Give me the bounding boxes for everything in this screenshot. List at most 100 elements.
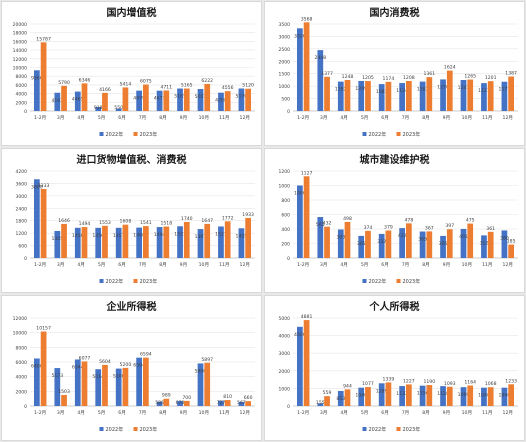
data-label: 4711 [160, 85, 172, 91]
y-tick-label: 1000 [279, 84, 291, 90]
data-label: 374 [364, 225, 373, 231]
y-tick-label: 18000 [13, 31, 27, 37]
bar-2023 [303, 176, 310, 258]
bar-2023 [40, 331, 47, 406]
data-label: 660 [244, 395, 253, 401]
bar-2022 [218, 92, 224, 111]
data-label: 1247 [458, 85, 470, 91]
bar-2022 [177, 401, 183, 406]
x-tick-label: 12月 [240, 410, 250, 416]
data-label: 1608 [120, 219, 132, 225]
bar-2023 [163, 90, 170, 111]
bar-2023 [224, 91, 231, 111]
data-label: 1494 [154, 232, 166, 238]
legend-label: 2022年 [106, 278, 124, 285]
bar-2023 [467, 223, 474, 258]
bar-2023 [245, 88, 251, 111]
data-label: 1646 [58, 218, 70, 224]
y-tick-label: 1200 [16, 231, 28, 237]
y-tick-label: 10000 [13, 331, 27, 337]
x-tick-label: 12月 [503, 410, 513, 416]
data-label: 1233 [505, 378, 517, 384]
bar-2023 [102, 364, 108, 406]
data-label: 3326 [294, 33, 306, 39]
bar-2022 [297, 326, 303, 406]
x-tick-label: 3月 [320, 115, 328, 121]
y-tick-label: 1000 [279, 386, 291, 392]
data-label: 15787 [36, 36, 51, 42]
bar-2022 [358, 80, 365, 111]
x-tick-label: 11月 [219, 115, 229, 121]
y-tick-label: 8000 [16, 345, 28, 351]
y-tick-label: 3000 [279, 34, 291, 40]
data-label: 1503 [58, 389, 70, 395]
y-tick-label: 0 [24, 404, 27, 410]
x-tick-label: 10月 [199, 115, 209, 121]
y-tick-label: 12000 [13, 316, 27, 322]
data-label: 3568 [301, 16, 313, 22]
data-label: 700 [182, 395, 191, 401]
x-tick-label: 11月 [482, 262, 492, 268]
data-label: 6594 [140, 352, 152, 358]
data-label: 6480 [31, 363, 43, 369]
data-label: 5170 [236, 94, 248, 100]
data-label: 1000 [294, 191, 306, 197]
y-tick-label: 400 [281, 227, 290, 233]
bar-2023 [183, 400, 190, 406]
x-tick-label: 5月 [361, 410, 369, 416]
y-tick-label: 0 [287, 109, 290, 115]
data-label: 1624 [444, 65, 456, 71]
x-tick-label: 10月 [199, 262, 209, 268]
x-tick-label: 6月 [381, 115, 389, 121]
data-label: 1040 [355, 393, 367, 399]
data-label: 4193 [51, 98, 63, 104]
data-label: 1531 [174, 231, 186, 237]
y-tick-label: 12000 [13, 57, 27, 63]
bar-2022 [358, 387, 365, 406]
y-tick-label: 1000 [279, 184, 291, 190]
x-tick-label: 11月 [219, 410, 229, 416]
x-tick-label: 11月 [482, 410, 492, 416]
bar-2022 [337, 81, 344, 111]
data-label: 432 [323, 221, 332, 227]
x-tick-label: 5月 [98, 262, 106, 268]
legend-label: 2022年 [106, 131, 124, 138]
bar-2022 [481, 235, 487, 258]
chart-svg: 国内增值税 0 2000 4000 6000 8000 10000 12000 14000 160… [13, 6, 255, 138]
bar-2022 [378, 84, 385, 111]
bar-2022 [419, 231, 426, 258]
bar-2023 [102, 225, 108, 258]
chart-svg: 城市建设维护税 0 200 400 600 800 1000 1200 1000 1127 1-2月… [279, 153, 518, 285]
data-label: 565 [316, 222, 325, 228]
legend-label: 2023年 [140, 278, 158, 285]
chart-title: 城市建设维护税 [360, 153, 430, 166]
x-tick-label: 9月 [180, 262, 188, 268]
data-label: 1083 [376, 89, 388, 95]
data-label: 944 [343, 383, 352, 389]
data-label: 1305 [51, 236, 63, 242]
bar-2023 [344, 79, 351, 111]
x-tick-label: 5月 [98, 115, 106, 121]
y-tick-label: 6000 [16, 360, 28, 366]
x-tick-label: 4月 [340, 115, 348, 121]
y-tick-label: 10000 [13, 66, 27, 72]
data-label: 1068 [485, 381, 497, 387]
chart-svg: 进口货物增值税、消费税 0 600 1200 1800 2400 3000 3600 4200 3… [16, 153, 255, 285]
legend-swatch [396, 427, 401, 431]
bar-2022 [460, 387, 467, 406]
bar-2023 [81, 83, 88, 111]
legend-label: 2023年 [403, 278, 421, 285]
data-label: 1177 [499, 87, 511, 93]
legend-swatch [362, 427, 367, 431]
bar-2022 [197, 229, 204, 258]
x-tick-label: 9月 [443, 410, 451, 416]
bar-2022 [34, 358, 40, 406]
data-label: 1127 [301, 170, 313, 176]
bar-2022 [399, 228, 405, 258]
legend-swatch [99, 427, 104, 431]
data-label: 1435 [236, 233, 248, 239]
x-tick-label: 10月 [462, 262, 472, 268]
data-label: 4881 [301, 314, 313, 320]
bar-2023 [344, 221, 351, 258]
x-tick-label: 5月 [361, 115, 369, 121]
